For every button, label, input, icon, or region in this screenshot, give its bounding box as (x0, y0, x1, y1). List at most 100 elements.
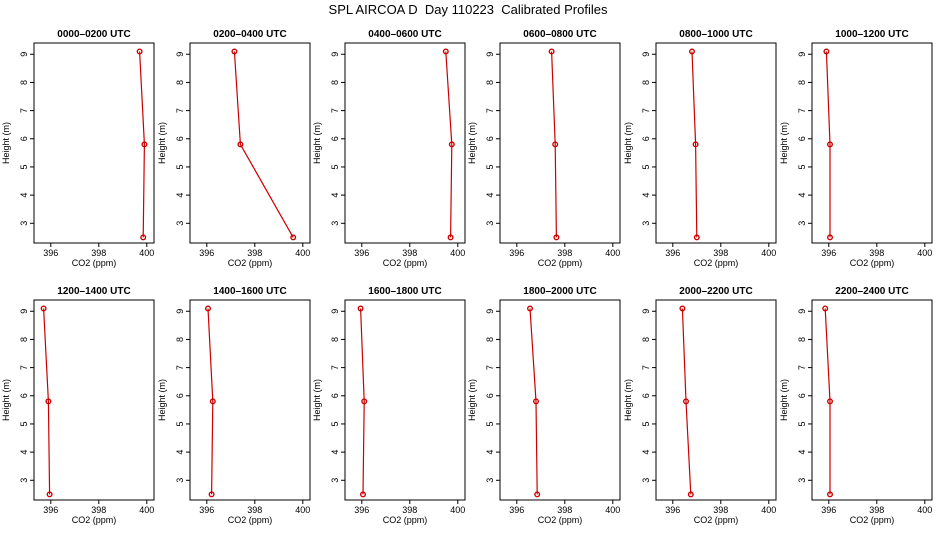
y-tick-label: 5 (797, 164, 807, 169)
y-tick-label: 6 (19, 393, 29, 398)
x-axis-label: CO2 (ppm) (538, 515, 583, 525)
data-point (140, 234, 147, 241)
y-tick-label: 3 (330, 478, 340, 483)
x-tick-label: 400 (139, 505, 154, 515)
plot-frame (33, 299, 155, 501)
y-tick-label: 6 (19, 136, 29, 141)
profile-panel-6: 1000–1200 UTC 396 398 400 CO2 (ppm) 3 4 5 6 7 8 9 He… (779, 29, 933, 268)
data-point (141, 141, 148, 148)
y-axis-label: Height (m) (779, 122, 789, 164)
x-tick-label: 400 (761, 248, 776, 258)
plot-frame (344, 299, 466, 501)
data-point (46, 491, 53, 498)
y-tick-label: 8 (19, 337, 29, 342)
profile-panel-8: 1400–1600 UTC 396 398 400 CO2 (ppm) 3 4 5 6 7 8 9 He… (157, 286, 311, 525)
y-tick-label: 5 (485, 421, 495, 426)
data-point (827, 234, 834, 241)
y-tick-label: 6 (330, 136, 340, 141)
y-tick-label: 4 (330, 450, 340, 455)
y-tick-label: 3 (485, 478, 495, 483)
x-tick-label: 398 (402, 248, 417, 258)
data-point (448, 141, 455, 148)
profile-line (824, 308, 831, 495)
x-axis-label: CO2 (ppm) (850, 258, 895, 268)
x-tick-label: 398 (247, 505, 262, 515)
data-point (827, 141, 834, 148)
y-tick-label: 6 (797, 393, 807, 398)
plot-frame (33, 42, 155, 244)
y-tick-label: 5 (330, 164, 340, 169)
y-tick-label: 4 (175, 193, 185, 198)
y-tick-label: 4 (797, 450, 807, 455)
y-tick-label: 9 (641, 52, 651, 57)
data-point (693, 234, 700, 241)
y-tick-label: 7 (19, 108, 29, 113)
data-point (687, 491, 694, 498)
plot-frame (655, 42, 777, 244)
profile-panel-2: 0200–0400 UTC 396 398 400 CO2 (ppm) 3 4 5 6 7 8 9 He… (157, 29, 311, 268)
data-point (361, 398, 368, 405)
y-tick-label: 5 (641, 164, 651, 169)
y-tick-label: 5 (19, 164, 29, 169)
data-point (534, 491, 541, 498)
y-tick-label: 8 (797, 80, 807, 85)
y-tick-label: 7 (330, 365, 340, 370)
y-tick-label: 7 (330, 108, 340, 113)
x-axis-label: CO2 (ppm) (72, 258, 117, 268)
y-tick-label: 9 (485, 52, 495, 57)
profile-line (551, 51, 557, 238)
y-tick-label: 8 (19, 80, 29, 85)
y-tick-label: 3 (797, 478, 807, 483)
x-tick-label: 398 (869, 248, 884, 258)
y-tick-label: 8 (175, 80, 185, 85)
panel-title: 1200–1400 UTC (57, 286, 130, 297)
y-tick-label: 4 (330, 193, 340, 198)
data-point (533, 398, 540, 405)
y-tick-label: 6 (330, 393, 340, 398)
y-tick-label: 9 (19, 52, 29, 57)
x-tick-label: 396 (509, 505, 524, 515)
y-axis-label: Height (m) (623, 379, 633, 421)
plot-frame (499, 42, 621, 244)
y-axis-label: Height (m) (157, 122, 167, 164)
x-axis-label: CO2 (ppm) (694, 515, 739, 525)
x-tick-label: 398 (91, 248, 106, 258)
y-tick-label: 5 (175, 164, 185, 169)
y-tick-label: 7 (175, 365, 185, 370)
data-point (827, 491, 834, 498)
x-axis-label: CO2 (ppm) (228, 515, 273, 525)
y-tick-label: 7 (19, 365, 29, 370)
y-tick-label: 3 (175, 478, 185, 483)
x-tick-label: 400 (605, 248, 620, 258)
y-tick-label: 6 (175, 393, 185, 398)
y-tick-label: 8 (330, 337, 340, 342)
x-tick-label: 400 (761, 505, 776, 515)
data-point (552, 141, 559, 148)
x-tick-label: 400 (917, 248, 932, 258)
profile-line (825, 51, 831, 238)
y-tick-label: 7 (485, 108, 495, 113)
y-tick-label: 7 (641, 108, 651, 113)
x-tick-label: 400 (295, 248, 310, 258)
x-axis-label: CO2 (ppm) (228, 258, 273, 268)
y-tick-label: 9 (330, 309, 340, 314)
panel-title: 2200–2400 UTC (835, 286, 908, 297)
y-tick-label: 6 (641, 393, 651, 398)
data-point (553, 234, 560, 241)
profile-line (207, 308, 214, 495)
y-tick-label: 5 (175, 421, 185, 426)
data-point (208, 491, 215, 498)
y-tick-label: 8 (485, 80, 495, 85)
profile-panel-4: 0600–0800 UTC 396 398 400 CO2 (ppm) 3 4 5 6 7 8 9 He… (467, 29, 621, 268)
panel-title: 0600–0800 UTC (523, 29, 596, 40)
y-tick-label: 6 (485, 393, 495, 398)
y-axis-label: Height (m) (779, 379, 789, 421)
y-tick-label: 6 (485, 136, 495, 141)
x-tick-label: 400 (450, 248, 465, 258)
y-axis-label: Height (m) (623, 122, 633, 164)
profile-line (360, 308, 365, 495)
x-tick-label: 396 (43, 248, 58, 258)
x-tick-label: 400 (605, 505, 620, 515)
y-tick-label: 3 (641, 478, 651, 483)
